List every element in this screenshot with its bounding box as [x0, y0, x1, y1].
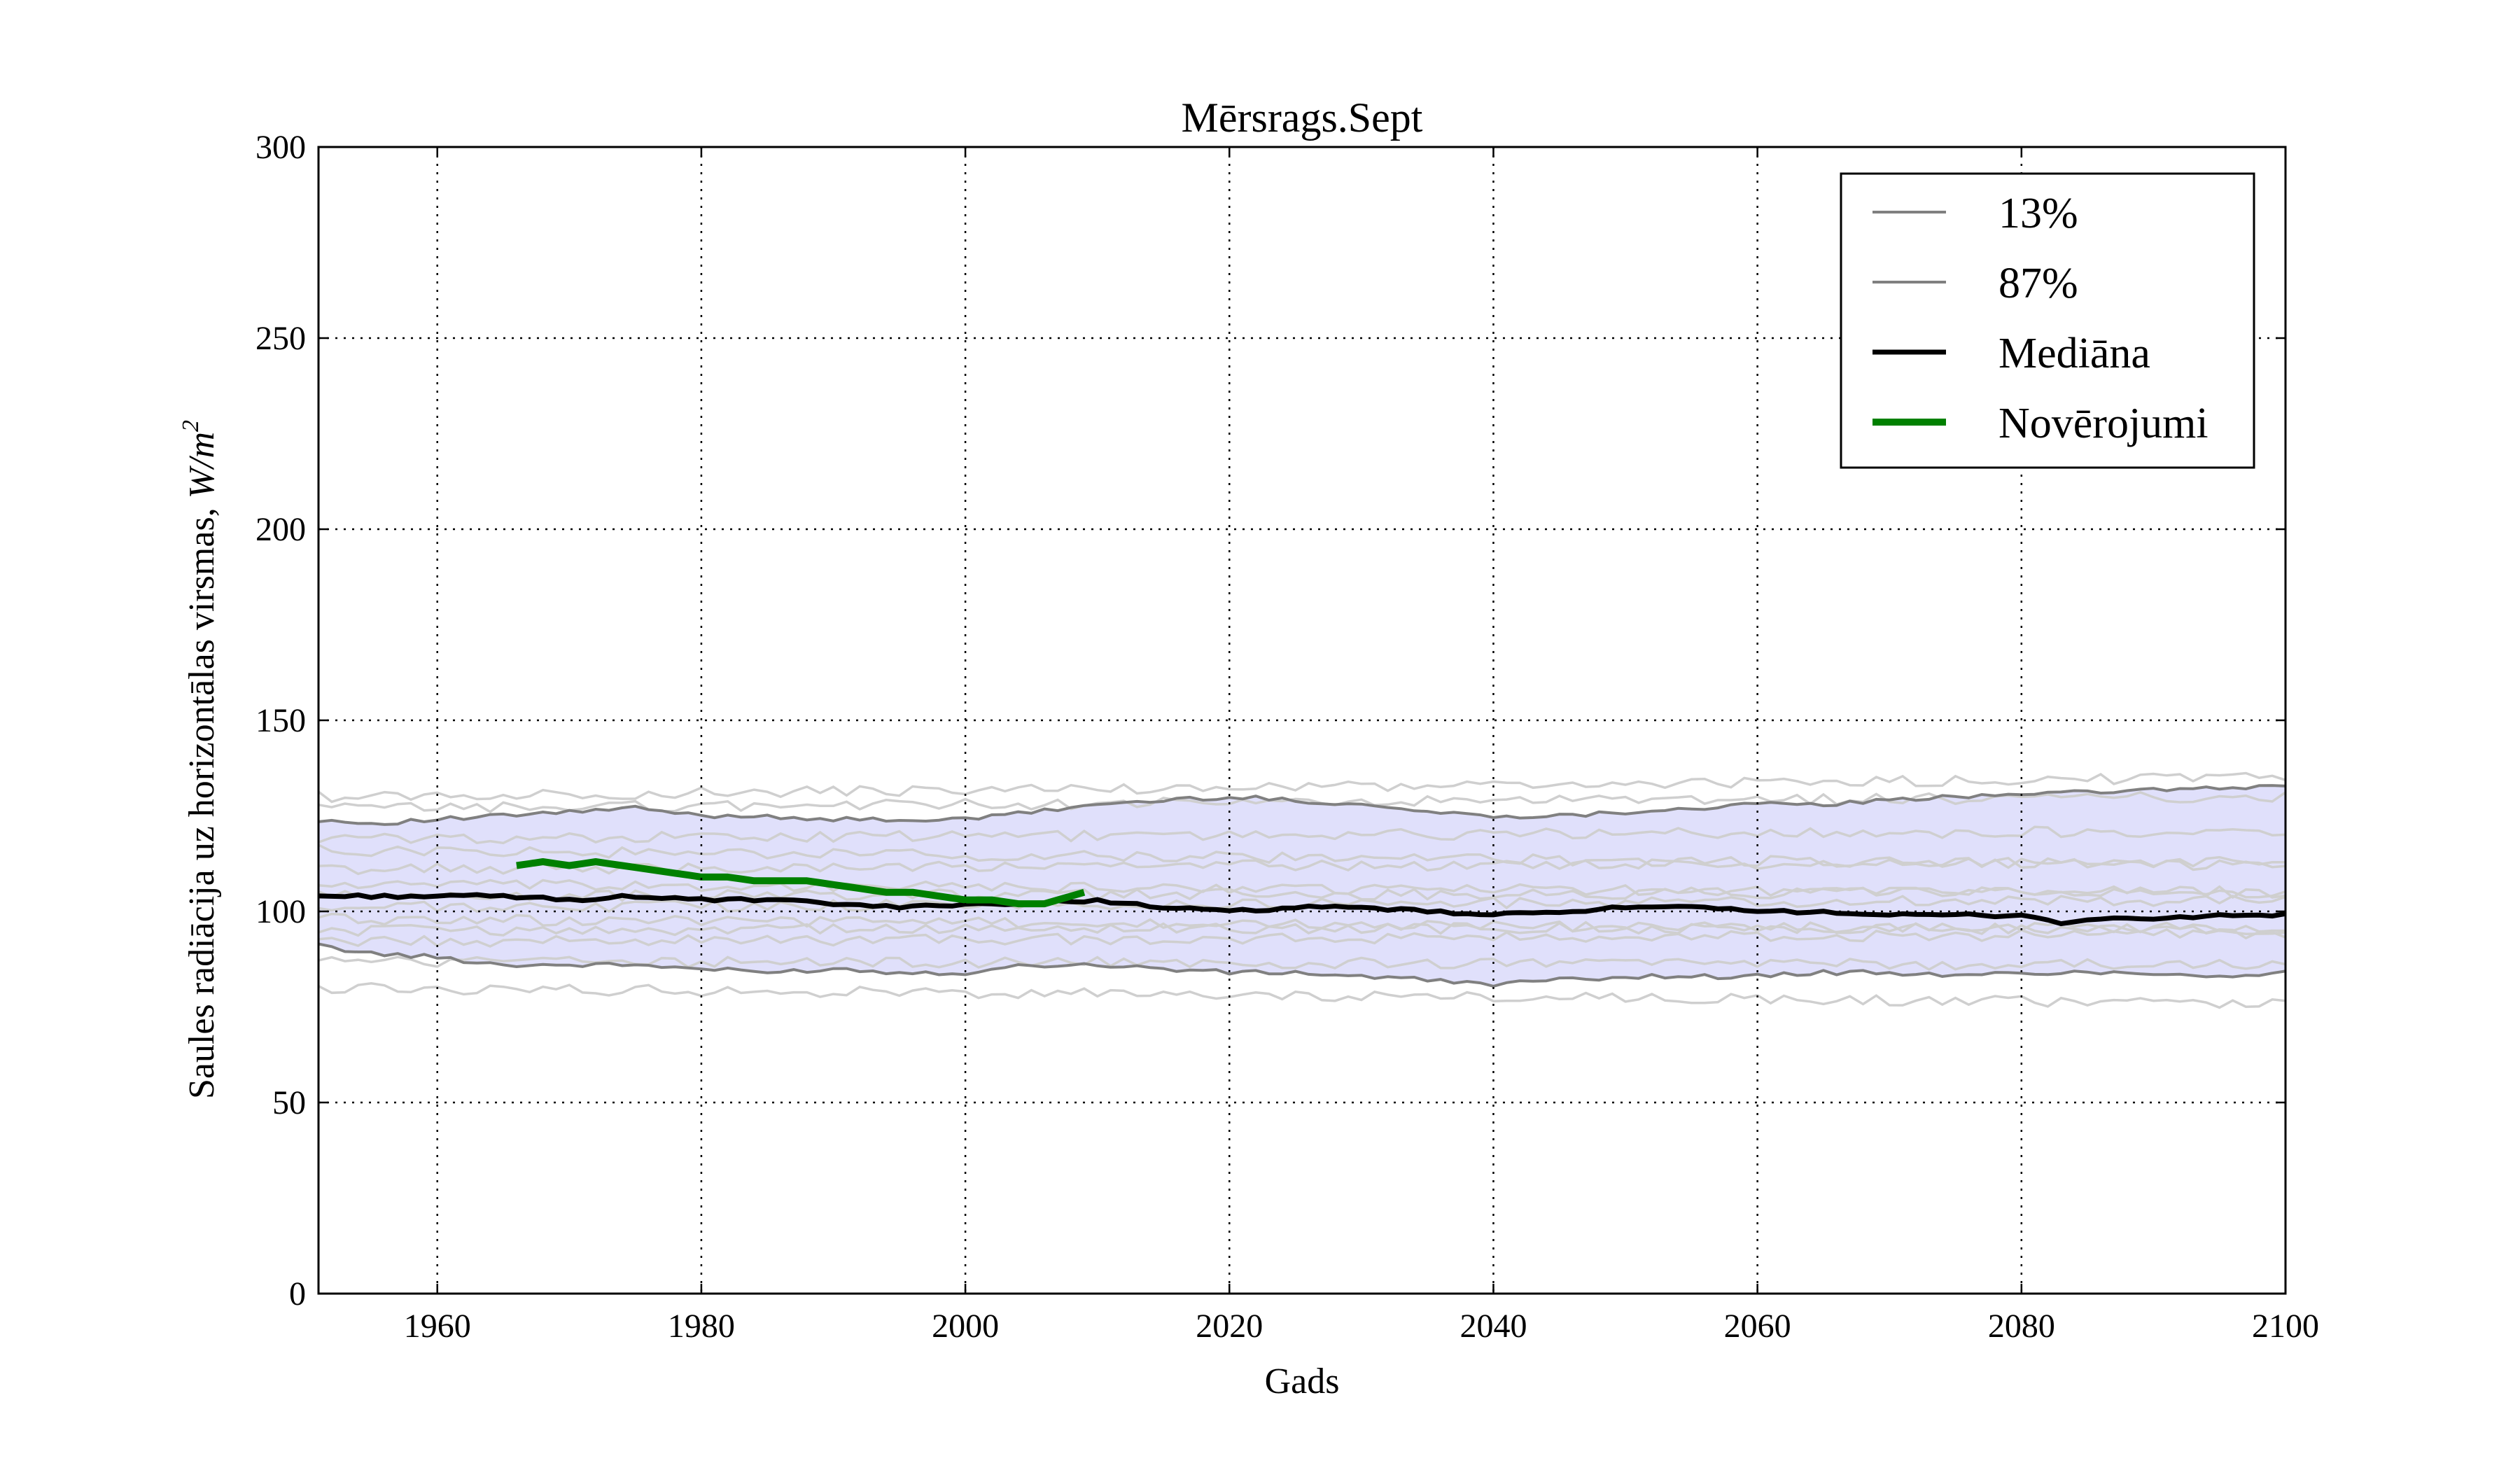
plot-content [318, 771, 2286, 1009]
x-tick-label: 2080 [1988, 1308, 2055, 1345]
ensemble-member-line [318, 886, 2286, 902]
y-axis-label-unit: W/m [182, 432, 222, 498]
legend-label: 13% [1998, 190, 2078, 237]
ensemble-member-line [318, 927, 2286, 948]
x-tick-label: 1960 [404, 1308, 471, 1345]
x-tick-label: 2040 [1460, 1308, 1527, 1345]
ensemble-member-line [318, 825, 2286, 845]
ensemble-member-line [318, 844, 2286, 872]
chart-title: Mērsrags.Sept [1182, 94, 1423, 141]
y-tick-label: 50 [272, 1084, 306, 1121]
y-tick-label: 300 [255, 129, 306, 166]
y-tick-label: 250 [255, 320, 306, 357]
y-tick-label: 100 [255, 893, 306, 930]
y-tick-label: 0 [289, 1275, 306, 1312]
series-13-percent-line [318, 942, 2286, 988]
series-87-percent-line [318, 784, 2286, 826]
y-tick-label: 200 [255, 511, 306, 548]
ensemble-member-line [318, 855, 2286, 876]
legend: 13% 87% Mediāna Novērojumi [1840, 172, 2255, 469]
x-axis-label: Gads [1265, 1362, 1340, 1401]
legend-label: Novērojumi [1998, 400, 2208, 447]
y-axis-label: Saules radiācija uz horizontālas virsmas… [178, 420, 222, 1099]
series-median-line [318, 892, 2286, 927]
series-observations-line [516, 858, 1086, 908]
ticks: 1960 1980 2000 2020 2040 2060 2080 2100 0 50 100 15… [255, 129, 2319, 1345]
legend-label: Mediāna [1998, 330, 2150, 377]
y-axis-label-unit-exponent: 2 [178, 420, 204, 432]
x-tick-label: 1980 [668, 1308, 735, 1345]
ensemble-member-line [318, 982, 2286, 1009]
plot-area [318, 771, 2286, 1009]
grid [318, 147, 2286, 1294]
ensemble-member-line [318, 921, 2286, 937]
x-tick-label: 2000 [932, 1308, 999, 1345]
ensemble-member-line [318, 771, 2286, 804]
legend-label: 87% [1998, 260, 2078, 307]
y-tick-label: 150 [255, 702, 306, 739]
x-tick-label: 2060 [1724, 1308, 1791, 1345]
y-axis-label-text: Saules radiācija uz horizontālas virsmas… [182, 498, 222, 1099]
x-tick-label: 2100 [2252, 1308, 2319, 1345]
x-tick-label: 2020 [1196, 1308, 1263, 1345]
